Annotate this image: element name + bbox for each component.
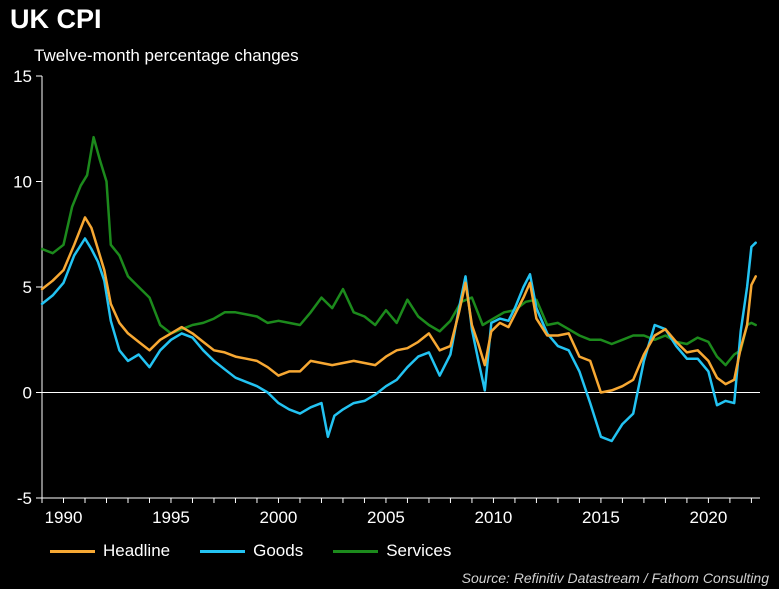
x-tick-label: 2015 [582, 508, 620, 527]
legend-swatch-goods [200, 549, 246, 553]
source-note: Source: Refinitiv Datastream / Fathom Co… [461, 570, 769, 586]
x-tick-label: 2005 [367, 508, 405, 527]
legend-label-goods: Goods [253, 541, 304, 560]
legend-label-services: Services [386, 541, 452, 560]
x-tick-label: 2020 [689, 508, 727, 527]
x-tick-label: 2000 [260, 508, 298, 527]
series-line-services [40, 135, 757, 367]
legend-item-headline: Headline [50, 541, 170, 561]
legend-label-headline: Headline [103, 541, 171, 560]
y-tick-label: 15 [13, 67, 32, 86]
x-tick-label: 1995 [152, 508, 190, 527]
y-tick-label: 5 [23, 278, 32, 297]
series-line-headline [40, 216, 757, 394]
y-tick-label: 10 [13, 173, 32, 192]
x-tick-label: 2010 [475, 508, 513, 527]
chart-legend: Headline Goods Services [50, 541, 481, 561]
x-tick-label: 1990 [45, 508, 83, 527]
chart-subtitle: Twelve-month percentage changes [34, 46, 299, 65]
legend-swatch-headline [50, 549, 95, 553]
legend-item-goods: Goods [200, 541, 303, 561]
y-tick-label: -5 [17, 489, 32, 508]
legend-swatch-services [333, 549, 379, 553]
chart-title: UK CPI [10, 4, 102, 34]
legend-item-services: Services [333, 541, 451, 561]
series-line-goods [40, 237, 757, 443]
y-tick-label: 0 [23, 384, 32, 403]
